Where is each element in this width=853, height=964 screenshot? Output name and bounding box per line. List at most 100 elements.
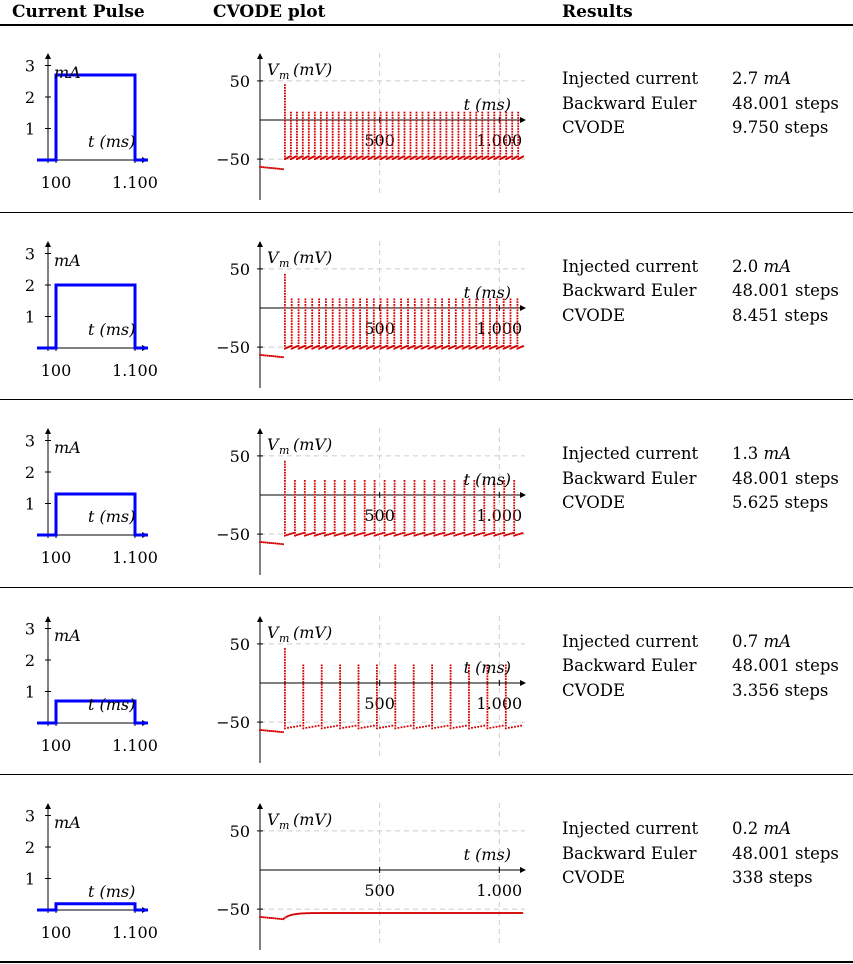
trace-point [433, 144, 436, 147]
trace-point [333, 504, 336, 507]
trace-point [343, 480, 346, 482]
trace-point [284, 308, 286, 311]
trace-point [367, 136, 370, 139]
trace-point [413, 510, 416, 512]
trace-point [463, 534, 466, 537]
trace-point [505, 152, 508, 155]
trace-point [468, 344, 471, 347]
trace-point [320, 716, 323, 718]
trace-point [504, 669, 507, 672]
trace-point [433, 482, 436, 485]
trace-point [331, 328, 334, 330]
cvode-steps: 338 steps [732, 868, 813, 887]
trace-point [433, 125, 436, 128]
trace-point [360, 346, 363, 349]
trace-point [439, 125, 442, 128]
trace-point [400, 532, 403, 535]
trace-point [423, 346, 425, 348]
trace-point [400, 319, 402, 322]
trace-point [345, 534, 348, 536]
trace-point [343, 515, 346, 518]
trace-point [396, 912, 399, 914]
trace-point [339, 346, 342, 349]
trace-point [334, 912, 337, 914]
trace-point [323, 529, 326, 532]
trace-point [486, 727, 489, 729]
trace-point [412, 718, 415, 721]
trace-point [376, 691, 378, 694]
trace-point [302, 724, 305, 726]
trace-point [474, 344, 477, 347]
trace-point [391, 139, 394, 141]
trace-point [481, 133, 484, 136]
trace-point [393, 493, 396, 496]
trace-point [461, 912, 463, 914]
trace-point [442, 156, 445, 159]
trace-point [284, 311, 286, 314]
trace-point [521, 156, 524, 158]
trace-point [418, 533, 421, 535]
trace-point [303, 532, 306, 534]
trace-point [373, 122, 376, 125]
trace-point [463, 155, 466, 158]
trace-point [509, 306, 512, 308]
trace-point [439, 144, 442, 147]
trace-point [409, 128, 412, 130]
trace-point [483, 532, 486, 534]
trace-point [367, 912, 370, 914]
trace-point [313, 133, 316, 136]
trace-point [301, 155, 304, 158]
trace-point [319, 139, 322, 141]
trace-point [518, 157, 521, 160]
trace-point [303, 491, 306, 493]
trace-point [413, 325, 416, 328]
trace-point [409, 158, 412, 160]
trace-point [474, 912, 476, 914]
trace-point [487, 150, 490, 152]
trace-point [456, 533, 459, 536]
trace-point [383, 529, 386, 532]
trace-point [315, 157, 318, 159]
trace-point [352, 336, 355, 339]
trace-point [397, 117, 400, 119]
trace-point [487, 117, 490, 119]
trace-point [475, 119, 478, 122]
trace-point [359, 912, 361, 914]
trace-point [521, 912, 524, 914]
trace-point [372, 308, 375, 311]
trace-point [433, 147, 436, 150]
trace-point [290, 311, 293, 314]
trace-point [298, 912, 301, 915]
trace-point [415, 726, 418, 729]
trace-point [484, 156, 487, 159]
trace-point [320, 718, 323, 721]
trace-point [475, 303, 478, 306]
trace-point [433, 136, 436, 139]
trace-point [388, 533, 391, 535]
trace-point [396, 345, 399, 348]
trace-point [475, 341, 478, 344]
trace-point [284, 141, 286, 144]
trace-point [352, 303, 355, 306]
trace-point [433, 141, 436, 144]
trace-point [399, 912, 402, 914]
trace-point [451, 532, 454, 534]
trace-point [394, 156, 397, 159]
trace-point [343, 488, 346, 490]
trace-point [284, 496, 286, 499]
trace-point [451, 158, 454, 160]
x-axis-label: t (ms) [88, 695, 135, 714]
trace-point [318, 306, 320, 308]
trace-point [289, 533, 291, 535]
current-number: 0.7 [732, 631, 759, 651]
trace-point [272, 729, 275, 732]
trace-point [473, 504, 476, 507]
trace-point [439, 128, 442, 130]
trace-point [433, 117, 436, 119]
trace-point [517, 122, 520, 125]
trace-point [443, 526, 446, 529]
trace-point [489, 319, 491, 322]
trace-point [486, 677, 489, 680]
trace-point [322, 532, 324, 534]
trace-point [419, 156, 422, 158]
